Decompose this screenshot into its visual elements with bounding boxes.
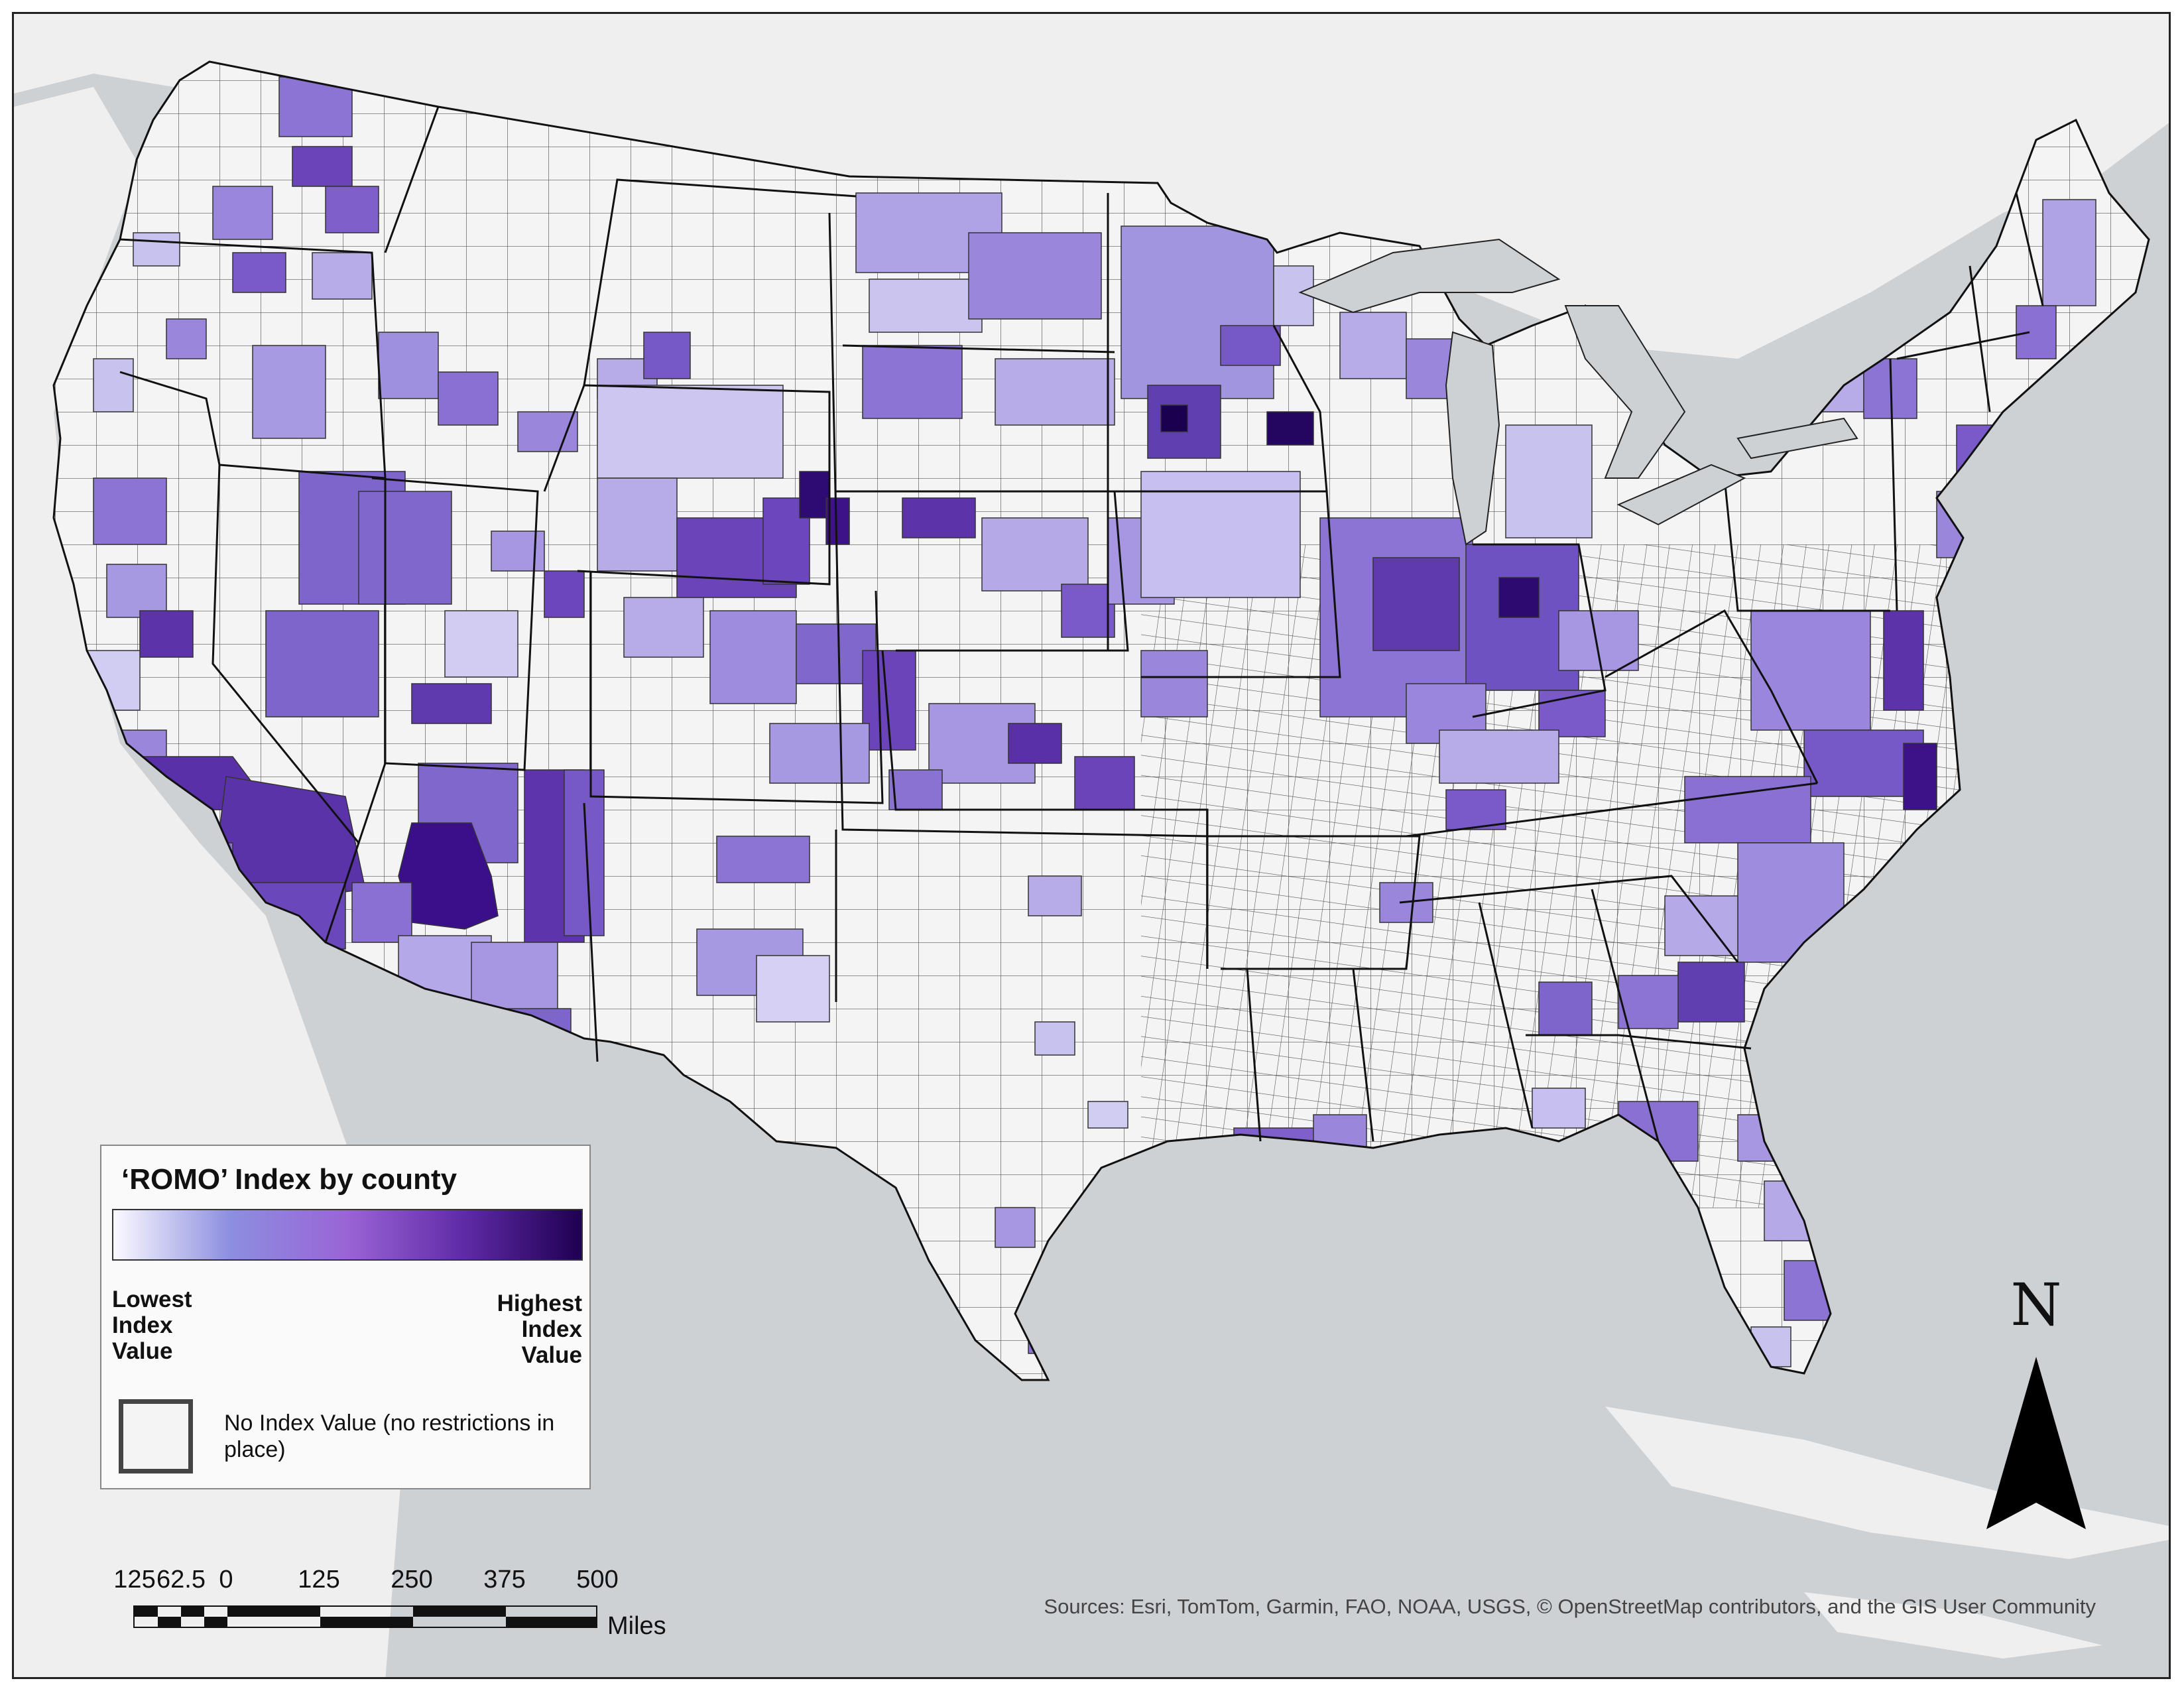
great-lakes: [1298, 238, 1858, 546]
scale-units: Miles: [607, 1612, 666, 1640]
legend-title: ‘ROMO’ Index by county: [121, 1163, 457, 1196]
legend-low-label: Lowest Index Value: [112, 1286, 192, 1364]
north-arrow: N: [1980, 1271, 2093, 1549]
map-legend: ‘ROMO’ Index by county Lowest Index Valu…: [100, 1145, 591, 1489]
scale-tick: 125: [298, 1566, 340, 1594]
scale-tick: 250: [391, 1566, 433, 1594]
north-arrow-icon: [1986, 1357, 2086, 1529]
scale-tick: 500: [576, 1566, 619, 1594]
legend-high-label: Highest Index Value: [497, 1290, 582, 1368]
attribution-text: Sources: Esri, TomTom, Garmin, FAO, NOAA…: [1044, 1595, 2096, 1618]
scale-tick: 0: [219, 1566, 233, 1594]
map-frame: ‘ROMO’ Index by county Lowest Index Valu…: [12, 12, 2171, 1679]
legend-color-ramp: [112, 1209, 583, 1261]
legend-nodata-label: No Index Value (no restrictions in place…: [224, 1410, 555, 1462]
scale-bar: 125 62.5 0 125 250 375 500 Miles: [107, 1566, 703, 1652]
scale-bar-graphic: [133, 1605, 597, 1628]
scale-tick: 125: [113, 1566, 156, 1594]
scale-tick: 62.5: [156, 1566, 206, 1594]
north-label: N: [2010, 1271, 2062, 1339]
scale-tick: 375: [483, 1566, 526, 1594]
state-boundaries: [52, 60, 2150, 1381]
legend-nodata-swatch: [119, 1399, 193, 1473]
